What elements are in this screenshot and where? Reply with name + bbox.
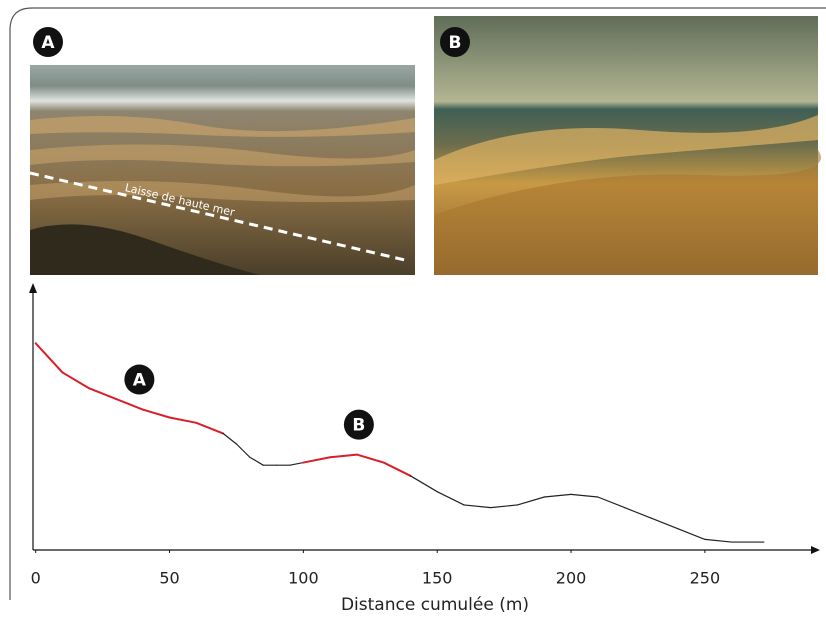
profile-highlight [88, 387, 117, 400]
profile-line [623, 507, 652, 519]
x-axis-label: Distance cumulée (m) [341, 595, 529, 615]
frame [9, 7, 826, 600]
badge-label: A [133, 371, 147, 391]
x-tick-label: 50 [159, 569, 179, 588]
x-tick-label: 100 [288, 569, 319, 588]
x-tick-label: 150 [422, 569, 453, 588]
profile-line [677, 528, 706, 541]
profile-highlight [168, 416, 198, 424]
profile-chart: Distance cumulée (m) 0 50 100 150 200 250 A B [29, 283, 820, 615]
photo-a: Laisse de haute mer [29, 65, 415, 275]
y-axis-arrow [29, 283, 37, 293]
photo-b [434, 16, 821, 275]
profile-line [516, 496, 545, 506]
x-tick-label: 200 [556, 569, 587, 588]
profile-line [597, 496, 626, 509]
x-tick-label: 0 [31, 569, 41, 588]
x-tick-label: 250 [690, 569, 721, 588]
profile-highlight [195, 421, 225, 435]
profile-line [650, 517, 679, 530]
profile-highlight [329, 453, 358, 459]
profile-line [409, 475, 438, 493]
profile-highlight [141, 408, 171, 419]
badge-label: B [352, 416, 365, 436]
profile-highlight [114, 397, 144, 411]
profile-line [436, 491, 465, 506]
profile-line [543, 493, 572, 498]
profile-highlight [355, 453, 385, 464]
profile-line [235, 443, 251, 458]
profile-highlight [34, 342, 64, 374]
profile-line [490, 504, 519, 509]
profile-line [704, 538, 733, 543]
badge-circle [343, 409, 374, 440]
badge-circle [440, 27, 470, 57]
profile-highlight [382, 461, 412, 477]
badge-label: A [41, 33, 55, 53]
profile-line [222, 432, 238, 445]
profile-line [249, 456, 264, 466]
badge-circle [124, 364, 155, 395]
x-axis-arrow [811, 546, 820, 554]
profile-line [463, 504, 492, 509]
profile-line [289, 461, 304, 466]
badge-label: B [449, 33, 462, 53]
profile-line [570, 493, 599, 498]
profile-highlight [302, 456, 332, 464]
badge-circle [33, 27, 63, 57]
profile-highlight [61, 371, 91, 390]
